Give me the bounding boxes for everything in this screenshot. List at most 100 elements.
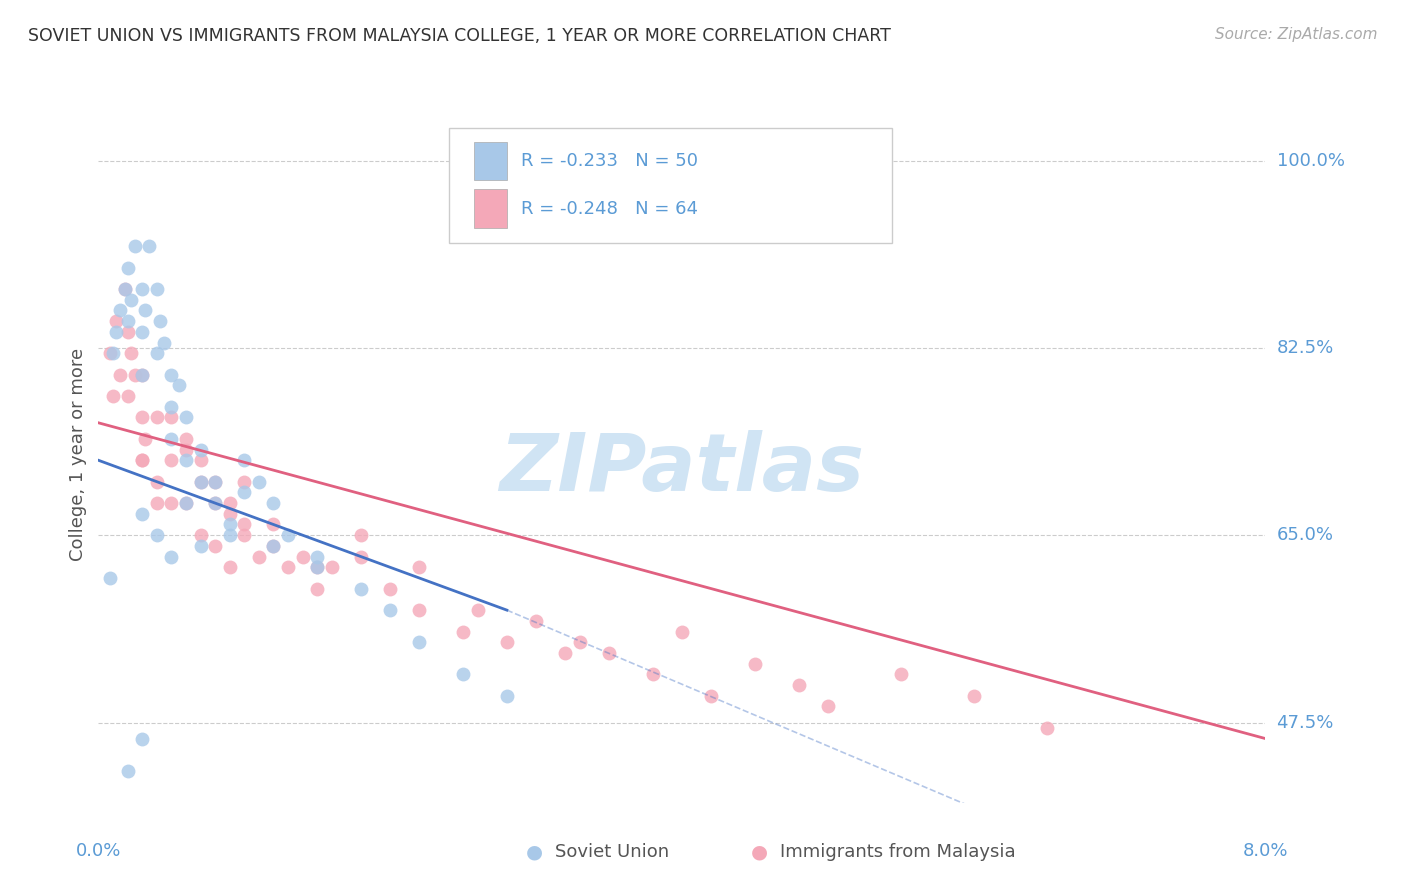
Point bbox=[117, 764, 139, 778]
Text: ●: ● bbox=[526, 842, 543, 862]
Point bbox=[146, 475, 169, 489]
Point bbox=[598, 646, 620, 660]
Point bbox=[190, 475, 212, 489]
Point bbox=[190, 528, 212, 542]
Text: SOVIET UNION VS IMMIGRANTS FROM MALAYSIA COLLEGE, 1 YEAR OR MORE CORRELATION CHA: SOVIET UNION VS IMMIGRANTS FROM MALAYSIA… bbox=[28, 27, 891, 45]
Text: R = -0.248   N = 64: R = -0.248 N = 64 bbox=[520, 200, 697, 218]
FancyBboxPatch shape bbox=[474, 189, 508, 227]
Point bbox=[114, 282, 136, 296]
Point bbox=[117, 260, 139, 275]
Text: 8.0%: 8.0% bbox=[1243, 842, 1288, 860]
Point bbox=[350, 582, 373, 596]
Text: ●: ● bbox=[751, 842, 768, 862]
Point bbox=[117, 314, 139, 328]
Point bbox=[554, 646, 576, 660]
Point bbox=[160, 549, 183, 564]
Point bbox=[247, 549, 270, 564]
Point bbox=[101, 346, 124, 360]
Point bbox=[110, 368, 132, 382]
Point bbox=[131, 368, 153, 382]
Point bbox=[131, 368, 153, 382]
Point bbox=[174, 496, 197, 510]
Point bbox=[174, 432, 197, 446]
Point bbox=[204, 475, 226, 489]
Point bbox=[131, 453, 153, 467]
Point bbox=[174, 410, 197, 425]
Point bbox=[700, 689, 723, 703]
Point bbox=[101, 389, 124, 403]
Point bbox=[104, 314, 127, 328]
Point bbox=[204, 539, 226, 553]
Point bbox=[218, 496, 240, 510]
Point bbox=[262, 496, 284, 510]
Point bbox=[307, 560, 329, 574]
Point bbox=[204, 496, 226, 510]
Point bbox=[962, 689, 984, 703]
Point bbox=[153, 335, 176, 350]
Point bbox=[149, 314, 172, 328]
Point bbox=[160, 432, 183, 446]
Point bbox=[641, 667, 664, 681]
Point bbox=[131, 282, 153, 296]
Y-axis label: College, 1 year or more: College, 1 year or more bbox=[69, 349, 87, 561]
Point bbox=[321, 560, 343, 574]
Point bbox=[146, 410, 169, 425]
Point bbox=[378, 603, 402, 617]
Point bbox=[378, 582, 402, 596]
Point bbox=[138, 239, 160, 253]
Point bbox=[467, 603, 489, 617]
Point bbox=[131, 507, 153, 521]
Point bbox=[146, 282, 169, 296]
Point bbox=[174, 442, 197, 457]
Point bbox=[160, 453, 183, 467]
Point bbox=[307, 549, 329, 564]
Point bbox=[247, 475, 270, 489]
Point bbox=[233, 517, 256, 532]
Point bbox=[98, 571, 121, 585]
Point bbox=[307, 582, 329, 596]
Point bbox=[160, 410, 183, 425]
Point bbox=[408, 635, 430, 649]
Point bbox=[110, 303, 132, 318]
Point bbox=[233, 528, 256, 542]
Point bbox=[451, 667, 474, 681]
Point bbox=[134, 432, 156, 446]
Point bbox=[131, 410, 153, 425]
Point bbox=[787, 678, 810, 692]
Point bbox=[218, 517, 240, 532]
Point bbox=[262, 517, 284, 532]
Point bbox=[117, 325, 139, 339]
Point bbox=[277, 528, 299, 542]
Text: 82.5%: 82.5% bbox=[1277, 339, 1334, 357]
Text: 65.0%: 65.0% bbox=[1277, 526, 1333, 544]
Point bbox=[350, 549, 373, 564]
Point bbox=[1035, 721, 1057, 735]
Point bbox=[98, 346, 121, 360]
Text: 47.5%: 47.5% bbox=[1277, 714, 1334, 731]
Point bbox=[262, 539, 284, 553]
Text: Source: ZipAtlas.com: Source: ZipAtlas.com bbox=[1215, 27, 1378, 42]
Point bbox=[134, 303, 156, 318]
Point bbox=[190, 453, 212, 467]
Point bbox=[218, 560, 240, 574]
Point bbox=[190, 539, 212, 553]
Point bbox=[167, 378, 190, 392]
Point bbox=[174, 496, 197, 510]
Point bbox=[262, 539, 284, 553]
Point bbox=[218, 528, 240, 542]
Text: 0.0%: 0.0% bbox=[76, 842, 121, 860]
Text: ZIPatlas: ZIPatlas bbox=[499, 430, 865, 508]
Text: Soviet Union: Soviet Union bbox=[555, 843, 669, 861]
Point bbox=[124, 239, 146, 253]
Text: 100.0%: 100.0% bbox=[1277, 152, 1344, 169]
Point bbox=[190, 442, 212, 457]
Point bbox=[131, 731, 153, 746]
FancyBboxPatch shape bbox=[449, 128, 891, 243]
Point bbox=[524, 614, 547, 628]
Point bbox=[291, 549, 314, 564]
Point bbox=[350, 528, 373, 542]
Point bbox=[744, 657, 766, 671]
Point bbox=[233, 485, 256, 500]
Point bbox=[218, 507, 240, 521]
Point bbox=[190, 475, 212, 489]
